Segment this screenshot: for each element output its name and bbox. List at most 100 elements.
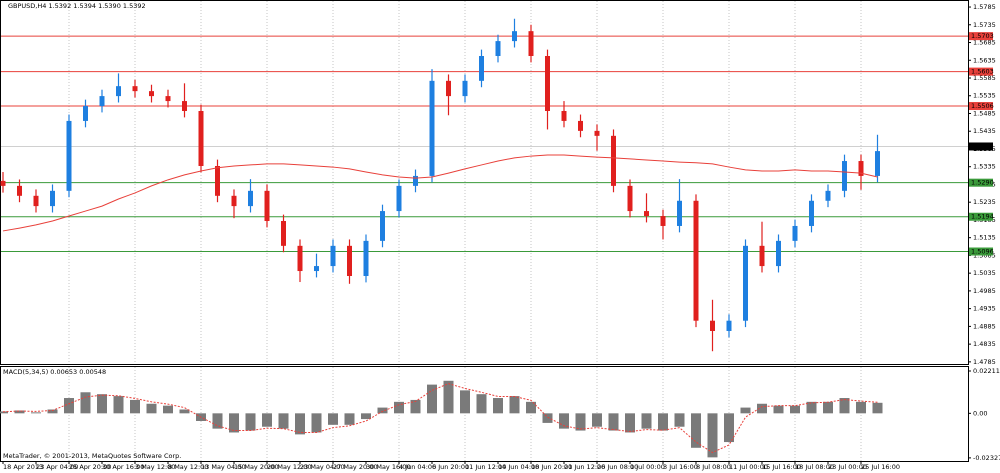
candle-body <box>842 161 847 191</box>
macd-bar <box>163 405 173 414</box>
macd-bar <box>790 405 800 414</box>
candle-body <box>858 161 864 176</box>
y-tick-label: 1.4835 <box>973 340 996 348</box>
candle-body <box>495 41 501 56</box>
macd-bar <box>146 403 157 414</box>
macd-pane-frame <box>0 366 969 462</box>
macd-bar <box>839 398 850 414</box>
macd-bar <box>64 398 74 414</box>
x-tick-label: 8 May 12:00 <box>168 463 208 471</box>
y-tick-label: 1.4785 <box>973 358 996 366</box>
candle-body <box>594 130 600 136</box>
x-tick-label: 30 Apr 16:00 <box>102 463 144 471</box>
candle-body <box>611 135 616 186</box>
candle-body <box>726 320 732 331</box>
macd-bar <box>625 413 635 433</box>
macd-bar <box>740 407 751 414</box>
macd-bar <box>427 384 437 414</box>
x-tick-label: 1 Jul 00:00 <box>630 463 665 471</box>
candle-body <box>116 86 121 97</box>
moving-average <box>2 154 878 232</box>
candle-body <box>429 80 435 176</box>
x-tick-label: 18 Jun 20:00 <box>531 463 572 471</box>
macd-bar <box>856 401 866 414</box>
candle-body <box>33 195 39 207</box>
x-tick-label: 15 May 20:00 <box>234 463 279 471</box>
candle-body <box>825 190 831 201</box>
level-label: 1.5506 <box>971 102 994 110</box>
x-tick-label: 25 Jul 16:00 <box>861 463 900 471</box>
candle-body <box>132 86 138 92</box>
macd-bar <box>328 413 338 425</box>
level-label-box <box>969 102 993 111</box>
candle-body <box>0 180 6 186</box>
candle-body <box>215 166 220 196</box>
macd-bar <box>394 401 404 414</box>
candle-body <box>644 211 649 217</box>
macd-bar <box>361 413 371 420</box>
level-label: 1.5290 <box>971 179 994 187</box>
candle-body <box>248 190 253 207</box>
macd-bar <box>113 396 124 414</box>
x-tick-label: 13 May 04:00 <box>201 463 246 471</box>
candle-body <box>528 31 534 56</box>
candle-body <box>413 175 418 186</box>
y-tick-label: 1.5535 <box>973 92 996 100</box>
level-label: 1.5603 <box>971 68 994 76</box>
x-tick-label: 26 Jun 08:00 <box>597 463 638 471</box>
y-tick-label: 1.5435 <box>973 127 996 135</box>
candle-body <box>149 91 154 97</box>
x-tick-label: 15 Jul 16:00 <box>762 463 801 471</box>
candle-body <box>479 56 484 81</box>
y-tick-label: 1.5785 <box>973 3 996 11</box>
macd-bar <box>130 399 140 414</box>
macd-bar <box>658 413 668 431</box>
candle-body <box>347 245 352 276</box>
macd-bar <box>608 413 619 431</box>
y-tick-label: 1.4885 <box>973 322 996 330</box>
candle-body <box>165 96 171 102</box>
y-tick-label: 1.5685 <box>973 39 996 47</box>
macd-bar <box>262 413 272 427</box>
macd-bar <box>592 413 602 427</box>
candle-body <box>677 200 682 226</box>
macd-bar <box>460 390 470 414</box>
y-tick-label: 1.4935 <box>973 305 996 313</box>
macd-bar <box>724 413 734 443</box>
level-label: 1.5194 <box>971 213 994 221</box>
candle-body <box>330 245 336 267</box>
macd-bar <box>377 407 388 414</box>
level-label-box <box>969 32 993 41</box>
level-label-box <box>969 212 993 221</box>
level-label-box <box>969 178 993 187</box>
macd-bar <box>641 413 652 429</box>
x-tick-label: 4 Jun 04:00 <box>399 463 436 471</box>
macd-bar <box>559 413 569 429</box>
candle-body <box>627 185 633 212</box>
candle-body <box>17 185 22 196</box>
macd-bar <box>80 392 91 414</box>
candle-body <box>380 211 385 241</box>
y-tick-label: 1.5335 <box>973 163 996 171</box>
y-tick-label: 0.02211 <box>973 367 1000 375</box>
candle-body <box>512 31 517 42</box>
candle-body <box>759 245 765 267</box>
macd-bar <box>179 409 190 414</box>
candle-body <box>545 56 550 111</box>
y-tick-label: 1.5735 <box>973 21 996 29</box>
candle-body <box>83 106 88 121</box>
macd-bar <box>773 405 784 414</box>
macd-bar <box>344 413 355 425</box>
y-tick-label: 1.5135 <box>973 234 996 242</box>
candle-body <box>462 80 468 97</box>
macd-bar <box>476 394 487 414</box>
candle-body <box>198 111 204 166</box>
candle-body <box>578 120 583 131</box>
x-tick-label: 25 Apr 20:00 <box>69 463 111 471</box>
candle-body <box>182 101 187 111</box>
macd-bar <box>509 396 520 414</box>
x-tick-label: 18 Jul 08:00 <box>795 463 834 471</box>
macd-bar <box>443 380 454 414</box>
y-tick-label: 1.5485 <box>973 109 996 117</box>
